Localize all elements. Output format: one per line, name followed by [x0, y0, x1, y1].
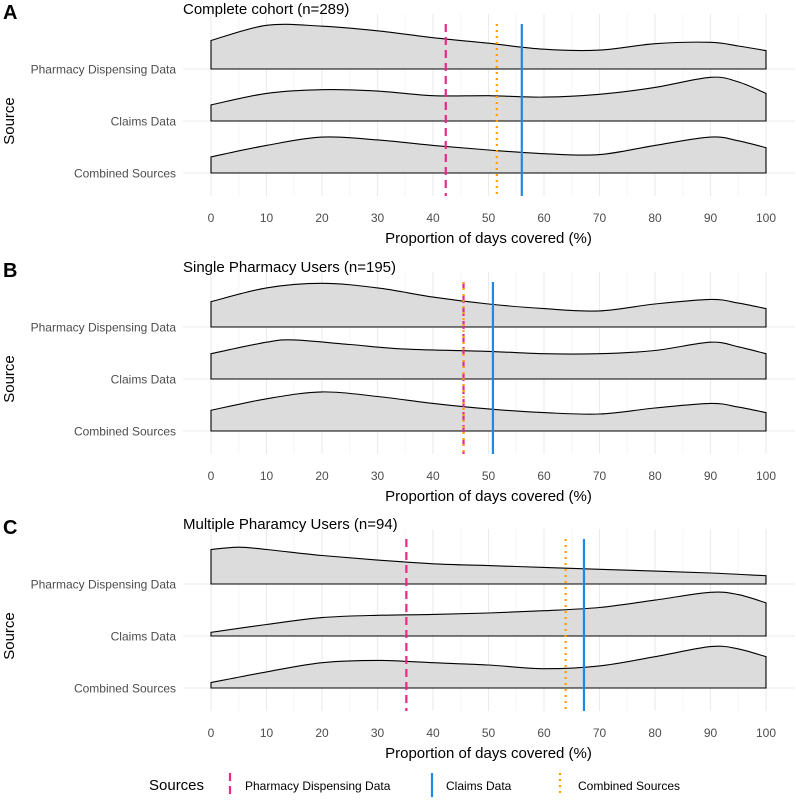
x-tick-label: 20 — [315, 211, 329, 225]
x-tick-label: 10 — [260, 469, 274, 483]
density-ridge-claims-data — [210, 76, 767, 122]
y-tick-label-pharmacy-dispensing-data: Pharmacy Dispensing Data — [31, 321, 177, 335]
y-tick-label-claims-data: Claims Data — [111, 630, 177, 644]
x-tick-label: 60 — [537, 469, 551, 483]
x-tick-label: 90 — [704, 469, 718, 483]
x-tick-label: 70 — [593, 469, 607, 483]
density-ridge-pharmacy-dispensing-data — [210, 546, 767, 585]
panels: Pharmacy Dispensing Data Claims Data Combi… — [1, 1, 795, 762]
y-tick-label-claims-data: Claims Data — [111, 115, 177, 129]
density-ridge-combined-sources — [210, 645, 767, 689]
x-tick-label: 100 — [756, 469, 776, 483]
density-ridge-combined-sources — [210, 391, 767, 432]
x-tick-label: 80 — [648, 726, 662, 740]
panel-a: Pharmacy Dispensing Data Claims Data Combi… — [1, 1, 795, 247]
panel-title: Single Pharmacy Users (n=195) — [183, 259, 396, 276]
y-tick-label-combined-sources: Combined Sources — [74, 167, 176, 181]
x-tick-label: 80 — [648, 469, 662, 483]
x-axis-title: Proportion of days covered (%) — [385, 745, 592, 762]
legend-label-claims-data: Claims Data — [446, 779, 512, 793]
legend-label-combined-sources: Combined Sources — [578, 779, 680, 793]
x-tick-label: 50 — [482, 469, 496, 483]
x-tick-label: 20 — [315, 726, 329, 740]
density-ridge-claims-data — [210, 591, 767, 637]
legend: Sources Pharmacy Dispensing Data Claims D… — [149, 773, 680, 797]
panel-title: Complete cohort (n=289) — [183, 1, 349, 18]
y-tick-label-claims-data: Claims Data — [111, 373, 177, 387]
panel-letter: C — [3, 517, 17, 539]
y-tick-label-combined-sources: Combined Sources — [74, 682, 176, 696]
x-tick-label: 30 — [371, 211, 385, 225]
x-tick-label: 30 — [371, 469, 385, 483]
x-tick-label: 40 — [426, 211, 440, 225]
y-tick-label-combined-sources: Combined Sources — [74, 425, 176, 439]
y-tick-label-pharmacy-dispensing-data: Pharmacy Dispensing Data — [31, 63, 177, 77]
x-tick-label: 100 — [756, 211, 776, 225]
x-tick-label: 10 — [260, 211, 274, 225]
density-ridge-combined-sources — [210, 136, 767, 174]
x-tick-label: 70 — [593, 726, 607, 740]
panel-letter: B — [3, 260, 17, 282]
panel-b: Pharmacy Dispensing Data Claims Data Combi… — [1, 259, 795, 505]
y-tick-label-pharmacy-dispensing-data: Pharmacy Dispensing Data — [31, 578, 177, 592]
legend-items: Pharmacy Dispensing Data Claims Data Combi… — [228, 773, 680, 797]
y-axis-title: Source — [1, 612, 18, 660]
x-axis-title: Proportion of days covered (%) — [385, 230, 592, 247]
y-axis-title: Source — [1, 97, 18, 145]
x-tick-label: 90 — [704, 211, 718, 225]
x-tick-label: 20 — [315, 469, 329, 483]
x-tick-label: 50 — [482, 211, 496, 225]
legend-title: Sources — [149, 777, 204, 794]
legend-label-pharmacy-dispensing-data: Pharmacy Dispensing Data — [245, 779, 391, 793]
x-tick-label: 0 — [208, 211, 215, 225]
panel-letter: A — [3, 2, 17, 24]
x-tick-label: 40 — [426, 469, 440, 483]
x-tick-label: 40 — [426, 726, 440, 740]
x-axis-title: Proportion of days covered (%) — [385, 488, 592, 505]
panel-c: Pharmacy Dispensing Data Claims Data Combi… — [1, 516, 795, 762]
x-tick-label: 30 — [371, 726, 385, 740]
x-tick-label: 0 — [208, 469, 215, 483]
x-tick-label: 90 — [704, 726, 718, 740]
x-tick-label: 60 — [537, 726, 551, 740]
x-tick-label: 50 — [482, 726, 496, 740]
density-ridge-pharmacy-dispensing-data — [210, 23, 767, 70]
panel-title: Multiple Pharamcy Users (n=94) — [183, 516, 398, 533]
x-tick-label: 70 — [593, 211, 607, 225]
density-ridge-pharmacy-dispensing-data — [210, 282, 767, 328]
y-axis-title: Source — [1, 355, 18, 403]
x-tick-label: 10 — [260, 726, 274, 740]
x-tick-label: 80 — [648, 211, 662, 225]
x-tick-label: 100 — [756, 726, 776, 740]
density-ridge-claims-data — [210, 339, 767, 380]
x-tick-label: 60 — [537, 211, 551, 225]
x-tick-label: 0 — [208, 726, 215, 740]
